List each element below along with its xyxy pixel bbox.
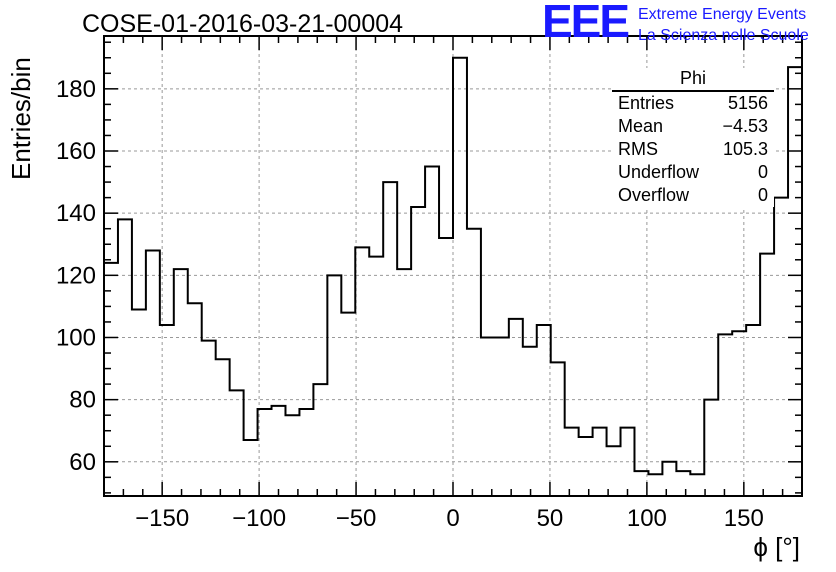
- histogram-bin: [355, 247, 369, 496]
- stats-value: 0: [757, 185, 768, 205]
- histogram-bin: [104, 263, 118, 496]
- histogram-bin: [648, 474, 662, 496]
- stats-label: RMS: [618, 139, 658, 159]
- y-tick-label: 160: [56, 138, 96, 165]
- x-tick-label: 150: [724, 505, 764, 532]
- histogram-bin: [565, 428, 579, 496]
- stats-row-mean: Mean −4.53: [612, 115, 774, 138]
- stats-label: Entries: [618, 93, 675, 113]
- histogram-bin: [579, 437, 593, 496]
- stats-value: 0: [757, 162, 768, 182]
- y-tick-label: 180: [56, 76, 96, 103]
- histogram-bin: [202, 341, 216, 496]
- histogram-bin: [369, 257, 383, 496]
- stats-row-underflow: Underflow 0: [612, 161, 774, 184]
- x-axis-ticks: −150 −100 −50 0 50 100 150: [103, 36, 803, 532]
- x-tick-label: −100: [232, 505, 286, 532]
- histogram-bin: [439, 238, 453, 496]
- histogram-bin: [690, 474, 704, 496]
- stats-row-rms: RMS 105.3: [612, 138, 774, 161]
- y-tick-label: 140: [56, 200, 96, 227]
- histogram-bin: [662, 462, 676, 496]
- histogram-bin: [495, 337, 509, 496]
- y-axis-label: Entries/bin: [6, 57, 36, 180]
- histogram-bin: [411, 207, 425, 496]
- stats-value: 105.3: [722, 139, 768, 159]
- eee-logo-mark: EEE: [542, 0, 630, 47]
- stats-value: −4.53: [722, 116, 768, 136]
- histogram-bin: [523, 347, 537, 496]
- histogram-bin: [299, 409, 313, 496]
- stats-label: Underflow: [618, 162, 700, 182]
- histogram-bin: [467, 229, 481, 496]
- histogram-bin: [132, 310, 146, 496]
- histogram-bin: [607, 446, 621, 496]
- histogram-bin: [230, 390, 244, 496]
- histogram-bin: [272, 406, 286, 496]
- histogram-bin: [174, 269, 188, 496]
- histogram-outline: [104, 56, 802, 476]
- x-tick-label: 50: [537, 505, 564, 532]
- y-tick-label: 120: [56, 262, 96, 289]
- stats-row-entries: Entries 5156: [612, 92, 774, 115]
- histogram-bin: [160, 325, 174, 496]
- histogram-bin: [118, 219, 132, 496]
- logo-tagline-2: La Scienza nelle Scuole: [638, 27, 809, 44]
- histogram-bin: [760, 254, 774, 496]
- histogram-bin: [593, 428, 607, 496]
- histogram-bin: [774, 198, 788, 496]
- histogram-bin: [621, 428, 635, 496]
- x-tick-label: −150: [135, 505, 189, 532]
- histogram-bin: [146, 250, 160, 496]
- stats-label: Overflow: [618, 185, 690, 205]
- x-tick-label: 0: [446, 505, 459, 532]
- histogram-bin: [313, 384, 327, 496]
- y-tick-label: 80: [69, 387, 96, 414]
- logo-tagline-1: Extreme Energy Events: [638, 6, 807, 23]
- histogram-bin: [704, 400, 718, 496]
- histogram-bin: [285, 415, 299, 496]
- histogram-bin: [341, 313, 355, 496]
- histogram-bin: [509, 319, 523, 496]
- histogram-bin: [676, 471, 690, 496]
- histogram-bin: [788, 67, 802, 496]
- histogram-bin: [453, 58, 467, 496]
- histogram-bin: [188, 303, 202, 496]
- y-tick-label: 60: [69, 449, 96, 476]
- histogram-bin: [383, 182, 397, 496]
- histogram-bin: [244, 440, 258, 496]
- histogram-bin: [425, 167, 439, 496]
- histogram-bin: [216, 359, 230, 496]
- histogram-bin: [537, 325, 551, 496]
- y-tick-label: 100: [56, 324, 96, 351]
- stats-row-overflow: Overflow 0: [612, 184, 774, 207]
- chart-title: COSE-01-2016-03-21-00004: [82, 10, 404, 38]
- histogram-bin: [746, 325, 760, 496]
- stats-value: 5156: [727, 93, 768, 113]
- stats-box: Phi Entries 5156 Mean −4.53 RMS 105.3 Un…: [612, 68, 774, 207]
- x-tick-label: 100: [627, 505, 667, 532]
- stats-title: Phi: [612, 68, 774, 92]
- histogram-bin: [732, 331, 746, 496]
- stats-label: Mean: [618, 116, 664, 136]
- histogram-bin: [327, 275, 341, 496]
- y-axis-ticks: 60 80 100 120 140 160 180: [56, 41, 802, 494]
- x-tick-label: −50: [336, 505, 377, 532]
- x-axis-label: ϕ [°]: [753, 532, 800, 562]
- histogram-bin: [481, 337, 495, 496]
- histogram-bin: [397, 269, 411, 496]
- histogram-bin: [551, 362, 565, 496]
- histogram-bin: [718, 334, 732, 496]
